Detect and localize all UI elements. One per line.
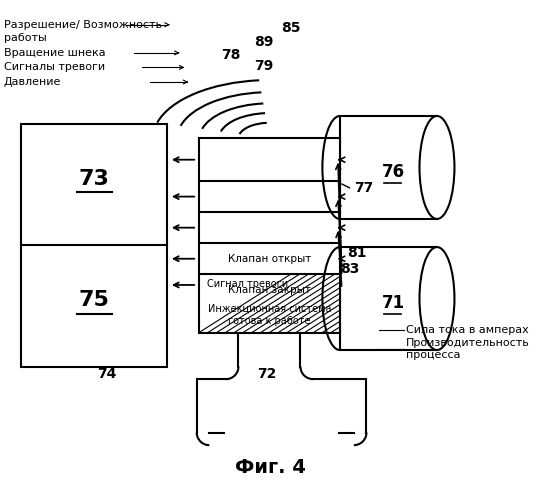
Text: 85: 85 — [281, 20, 301, 34]
Text: 78: 78 — [221, 48, 241, 62]
Text: 76: 76 — [382, 164, 405, 182]
Text: 73: 73 — [79, 168, 110, 188]
Text: 72: 72 — [257, 367, 277, 381]
Text: 81: 81 — [346, 246, 366, 260]
Polygon shape — [340, 247, 437, 350]
Text: 89: 89 — [255, 35, 274, 49]
Ellipse shape — [419, 247, 454, 350]
Text: 83: 83 — [340, 262, 359, 276]
Text: Клапан закрыт: Клапан закрыт — [228, 285, 311, 295]
Polygon shape — [340, 116, 437, 219]
Text: Производительность
процесса: Производительность процесса — [406, 338, 530, 360]
Text: Вращение шнека: Вращение шнека — [4, 48, 106, 58]
Text: работы: работы — [4, 34, 47, 43]
Text: Сила тока в амперах: Сила тока в амперах — [406, 324, 529, 334]
Text: Давление: Давление — [4, 77, 61, 87]
Text: Фиг. 4: Фиг. 4 — [235, 458, 305, 477]
Text: Клапан открыт: Клапан открыт — [228, 254, 311, 264]
Polygon shape — [21, 124, 167, 366]
Text: Разрешение/ Возможность: Разрешение/ Возможность — [4, 20, 162, 30]
Text: 74: 74 — [97, 367, 116, 381]
Polygon shape — [199, 138, 340, 332]
Text: 77: 77 — [354, 180, 374, 194]
Text: 75: 75 — [79, 290, 110, 310]
Text: Сигналы тревоги: Сигналы тревоги — [4, 62, 105, 72]
Ellipse shape — [419, 116, 454, 219]
Text: Сигнал тревоги: Сигнал тревоги — [207, 279, 288, 289]
Text: 79: 79 — [255, 60, 274, 74]
Text: 71: 71 — [382, 294, 405, 312]
Text: Инжекционная система
готова к работе: Инжекционная система готова к работе — [208, 304, 331, 326]
